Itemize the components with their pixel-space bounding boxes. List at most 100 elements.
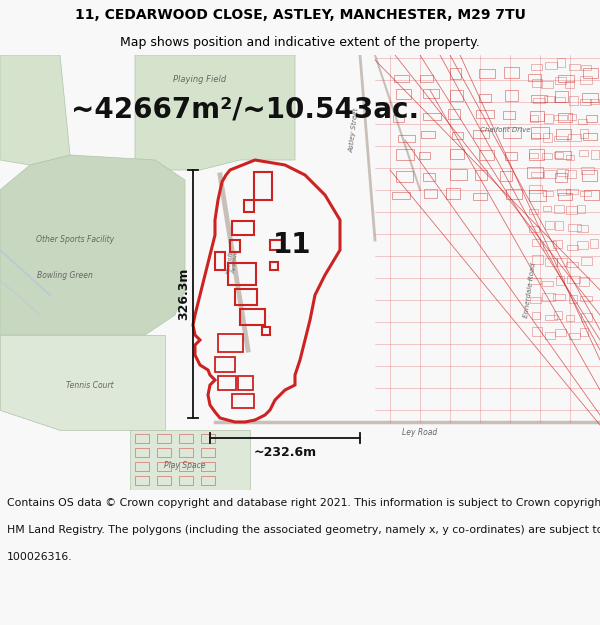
Bar <box>529 226 539 232</box>
Bar <box>580 129 588 138</box>
Bar <box>566 206 577 214</box>
Bar <box>583 133 597 140</box>
Bar <box>529 153 538 158</box>
Bar <box>543 206 551 211</box>
Bar <box>396 149 414 160</box>
Bar <box>179 462 193 471</box>
Bar <box>555 221 563 230</box>
Text: Playing Field: Playing Field <box>173 76 227 84</box>
Bar <box>201 448 215 457</box>
Bar <box>591 150 599 159</box>
Polygon shape <box>0 335 165 430</box>
Bar <box>215 252 225 270</box>
Bar <box>240 309 265 325</box>
Bar <box>582 170 597 181</box>
Bar <box>393 115 404 122</box>
Bar <box>581 167 594 174</box>
Bar <box>423 89 439 98</box>
Bar <box>580 191 591 196</box>
Bar <box>421 131 435 138</box>
Bar <box>531 95 547 102</box>
Bar <box>545 62 557 69</box>
Bar <box>218 334 243 352</box>
Text: Map shows position and indicative extent of the property.: Map shows position and indicative extent… <box>120 36 480 49</box>
Bar <box>554 136 567 141</box>
Bar <box>529 209 538 214</box>
Bar <box>555 91 568 102</box>
Bar <box>505 90 518 101</box>
Bar <box>542 293 555 301</box>
Bar <box>541 81 553 88</box>
Bar <box>555 77 566 84</box>
Bar <box>532 312 540 319</box>
Bar <box>580 99 591 105</box>
Bar <box>568 114 576 120</box>
Bar <box>398 135 415 142</box>
Bar <box>532 255 543 264</box>
Bar <box>567 276 580 283</box>
Text: Tennis Court: Tennis Court <box>66 381 114 389</box>
Bar <box>545 221 554 229</box>
Bar <box>503 111 515 119</box>
Bar <box>583 68 598 78</box>
Bar <box>531 133 540 139</box>
Bar <box>157 476 171 485</box>
Bar <box>566 262 578 267</box>
Bar <box>544 170 556 178</box>
Bar <box>556 276 564 285</box>
Bar <box>543 241 556 250</box>
Bar <box>530 115 538 122</box>
Text: Other Sports Facility: Other Sports Facility <box>36 236 114 244</box>
Text: Hocroft
Avenue: Hocroft Avenue <box>226 249 239 274</box>
Bar <box>157 462 171 471</box>
Bar <box>580 76 592 84</box>
Bar <box>423 173 435 181</box>
Bar <box>215 357 235 372</box>
Bar <box>527 167 543 178</box>
Bar <box>135 434 149 443</box>
Bar <box>135 462 149 471</box>
Text: ~232.6m: ~232.6m <box>253 446 317 459</box>
Bar <box>532 327 542 336</box>
Bar <box>542 153 552 159</box>
Bar <box>479 94 491 102</box>
Bar <box>450 149 464 159</box>
Bar <box>135 448 149 457</box>
Bar <box>569 64 580 70</box>
Polygon shape <box>130 430 250 490</box>
Bar <box>244 200 254 212</box>
Bar <box>506 189 522 199</box>
Bar <box>586 115 597 122</box>
Bar <box>201 476 215 485</box>
Bar <box>554 152 563 158</box>
Bar <box>577 205 585 213</box>
Bar <box>556 129 571 139</box>
Bar <box>532 239 540 246</box>
Text: Contains OS data © Crown copyright and database right 2021. This information is : Contains OS data © Crown copyright and d… <box>7 498 600 508</box>
Bar <box>254 172 272 200</box>
Bar <box>567 245 578 250</box>
Bar <box>531 64 542 70</box>
Bar <box>568 134 581 141</box>
Bar <box>558 75 574 82</box>
Bar <box>533 98 545 103</box>
Bar <box>578 119 587 124</box>
Text: Astley Street: Astley Street <box>349 107 360 152</box>
Bar <box>228 263 256 285</box>
Bar <box>201 462 215 471</box>
Bar <box>545 332 555 339</box>
Bar <box>558 113 572 122</box>
Polygon shape <box>0 55 70 165</box>
Bar <box>479 150 494 160</box>
Bar <box>554 115 567 120</box>
Bar <box>528 74 541 81</box>
Bar <box>230 240 240 252</box>
Bar <box>566 155 574 160</box>
Bar <box>566 315 574 321</box>
Bar <box>235 289 257 305</box>
Bar <box>475 170 487 180</box>
Bar <box>179 448 193 457</box>
Bar <box>558 193 572 200</box>
Bar <box>545 315 557 320</box>
Bar <box>577 225 588 232</box>
